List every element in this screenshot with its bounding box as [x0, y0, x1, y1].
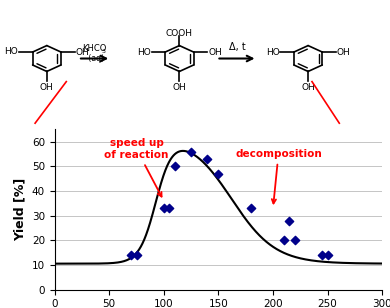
- Text: OH: OH: [301, 83, 315, 92]
- Text: OH: OH: [40, 83, 54, 92]
- Point: [161, 206, 167, 211]
- Text: (aq): (aq): [86, 54, 104, 63]
- Point: [281, 238, 287, 243]
- Point: [215, 171, 222, 176]
- Point: [292, 238, 298, 243]
- Text: 3: 3: [101, 49, 105, 54]
- Point: [204, 156, 211, 161]
- Text: speed up
of reaction: speed up of reaction: [104, 138, 169, 197]
- Point: [166, 206, 172, 211]
- Point: [286, 218, 292, 223]
- Text: HO: HO: [4, 47, 18, 56]
- Point: [248, 206, 254, 211]
- Text: decomposition: decomposition: [235, 149, 322, 204]
- Text: OH: OH: [172, 83, 186, 92]
- Point: [324, 253, 331, 257]
- Text: COOH: COOH: [166, 29, 193, 38]
- Point: [172, 164, 178, 169]
- Point: [128, 253, 134, 257]
- Text: KHCO: KHCO: [83, 44, 107, 53]
- Point: [133, 253, 140, 257]
- Text: HO: HO: [137, 47, 151, 57]
- Point: [319, 253, 325, 257]
- Y-axis label: Yield [%]: Yield [%]: [13, 178, 26, 241]
- Text: OH: OH: [337, 47, 351, 57]
- Text: OH: OH: [208, 47, 222, 57]
- Text: HO: HO: [266, 47, 280, 57]
- Text: OH: OH: [75, 47, 89, 57]
- Point: [188, 149, 194, 154]
- Text: Δ, t: Δ, t: [229, 43, 245, 52]
